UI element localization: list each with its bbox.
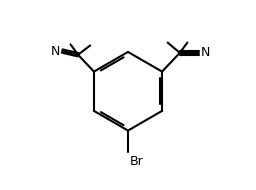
Text: Br: Br <box>130 155 144 168</box>
Text: N: N <box>50 44 60 58</box>
Text: N: N <box>201 46 210 59</box>
